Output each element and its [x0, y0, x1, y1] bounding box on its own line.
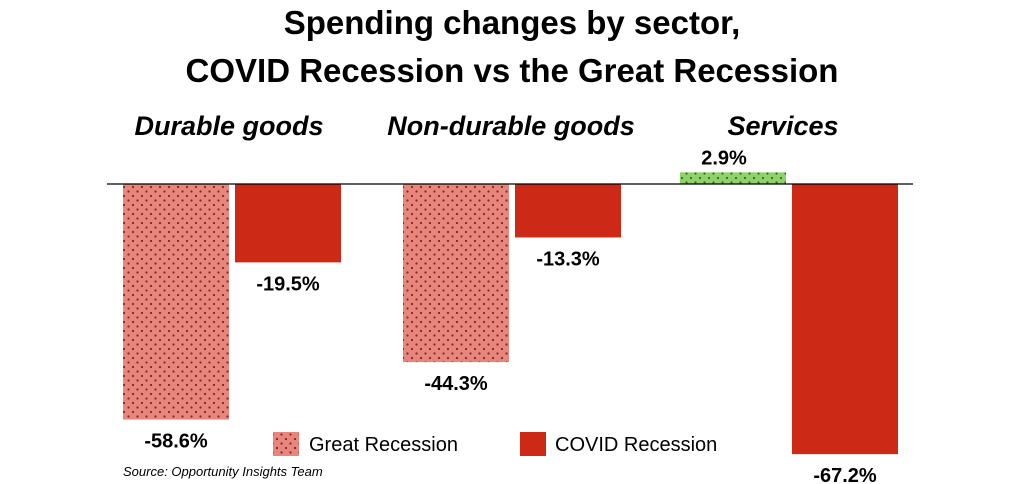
- bar-great-recession-1: [123, 184, 229, 420]
- chart-title-line-2: COVID Recession vs the Great Recession: [186, 52, 839, 89]
- bar-covid-recession-2: [515, 184, 621, 238]
- bar-covid-recession-1: [235, 184, 341, 263]
- bar-great-recession-3: [680, 172, 786, 184]
- legend: Great Recession COVID Recession: [273, 432, 717, 456]
- data-label-great-recession-1: -58.6%: [144, 431, 208, 453]
- category-label-durable-goods: Durable goods: [134, 111, 323, 141]
- legend-label-great-recession: Great Recession: [309, 434, 458, 456]
- bar-covid-recession-3: [792, 184, 898, 455]
- category-label-non-durable-goods: Non-durable goods: [387, 111, 634, 141]
- legend-swatch-covid-recession: [520, 432, 546, 456]
- chart-title-line-1: Spending changes by sector,: [284, 4, 741, 41]
- data-label-covid-recession-2: -13.3%: [536, 248, 600, 270]
- data-label-covid-recession-3: -67.2%: [813, 465, 877, 484]
- data-label-great-recession-3: 2.9%: [701, 147, 747, 169]
- legend-label-covid-recession: COVID Recession: [555, 434, 717, 456]
- data-label-covid-recession-1: -19.5%: [256, 273, 320, 295]
- source-note: Source: Opportunity Insights Team: [123, 464, 323, 479]
- legend-swatch-great-recession: [273, 432, 299, 456]
- category-label-services: Services: [727, 111, 838, 141]
- bar-great-recession-2: [403, 184, 509, 363]
- data-label-great-recession-2: -44.3%: [424, 373, 488, 395]
